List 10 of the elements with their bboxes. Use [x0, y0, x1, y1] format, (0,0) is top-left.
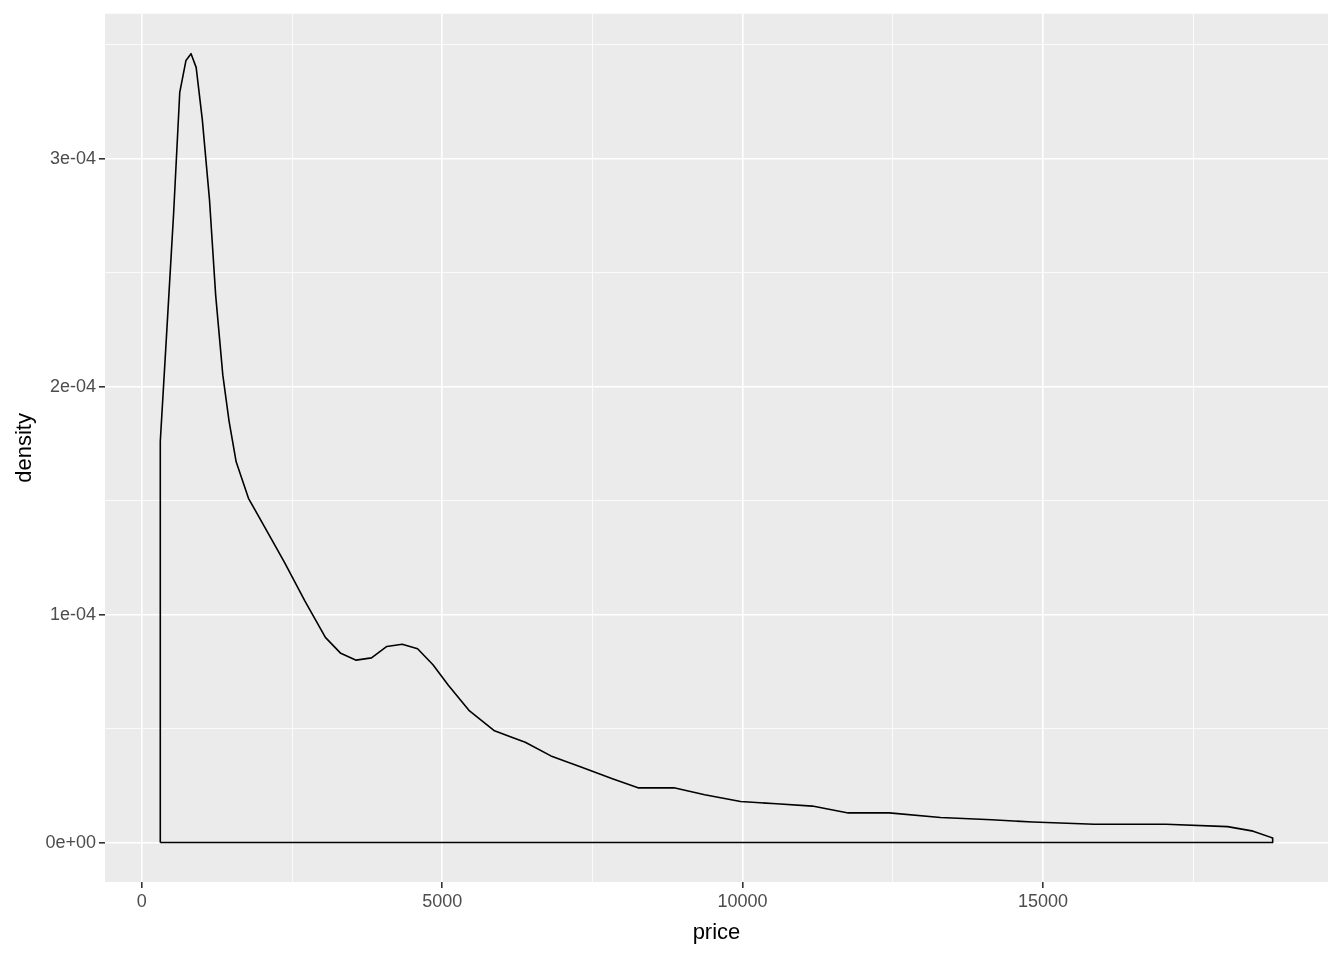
y-tick-label: 0e+00: [45, 831, 96, 852]
y-tick-label: 3e-04: [49, 147, 96, 168]
x-axis-title: price: [692, 918, 741, 944]
x-tick-label: 15000: [1017, 890, 1069, 911]
y-tick-label: 1e-04: [49, 603, 96, 624]
x-tick-label: 0: [136, 890, 147, 911]
x-tick-label: 5000: [422, 890, 463, 911]
x-tick-label: 10000: [717, 890, 768, 911]
y-axis-title: density: [11, 413, 37, 483]
y-tick-label: 2e-04: [49, 375, 96, 396]
